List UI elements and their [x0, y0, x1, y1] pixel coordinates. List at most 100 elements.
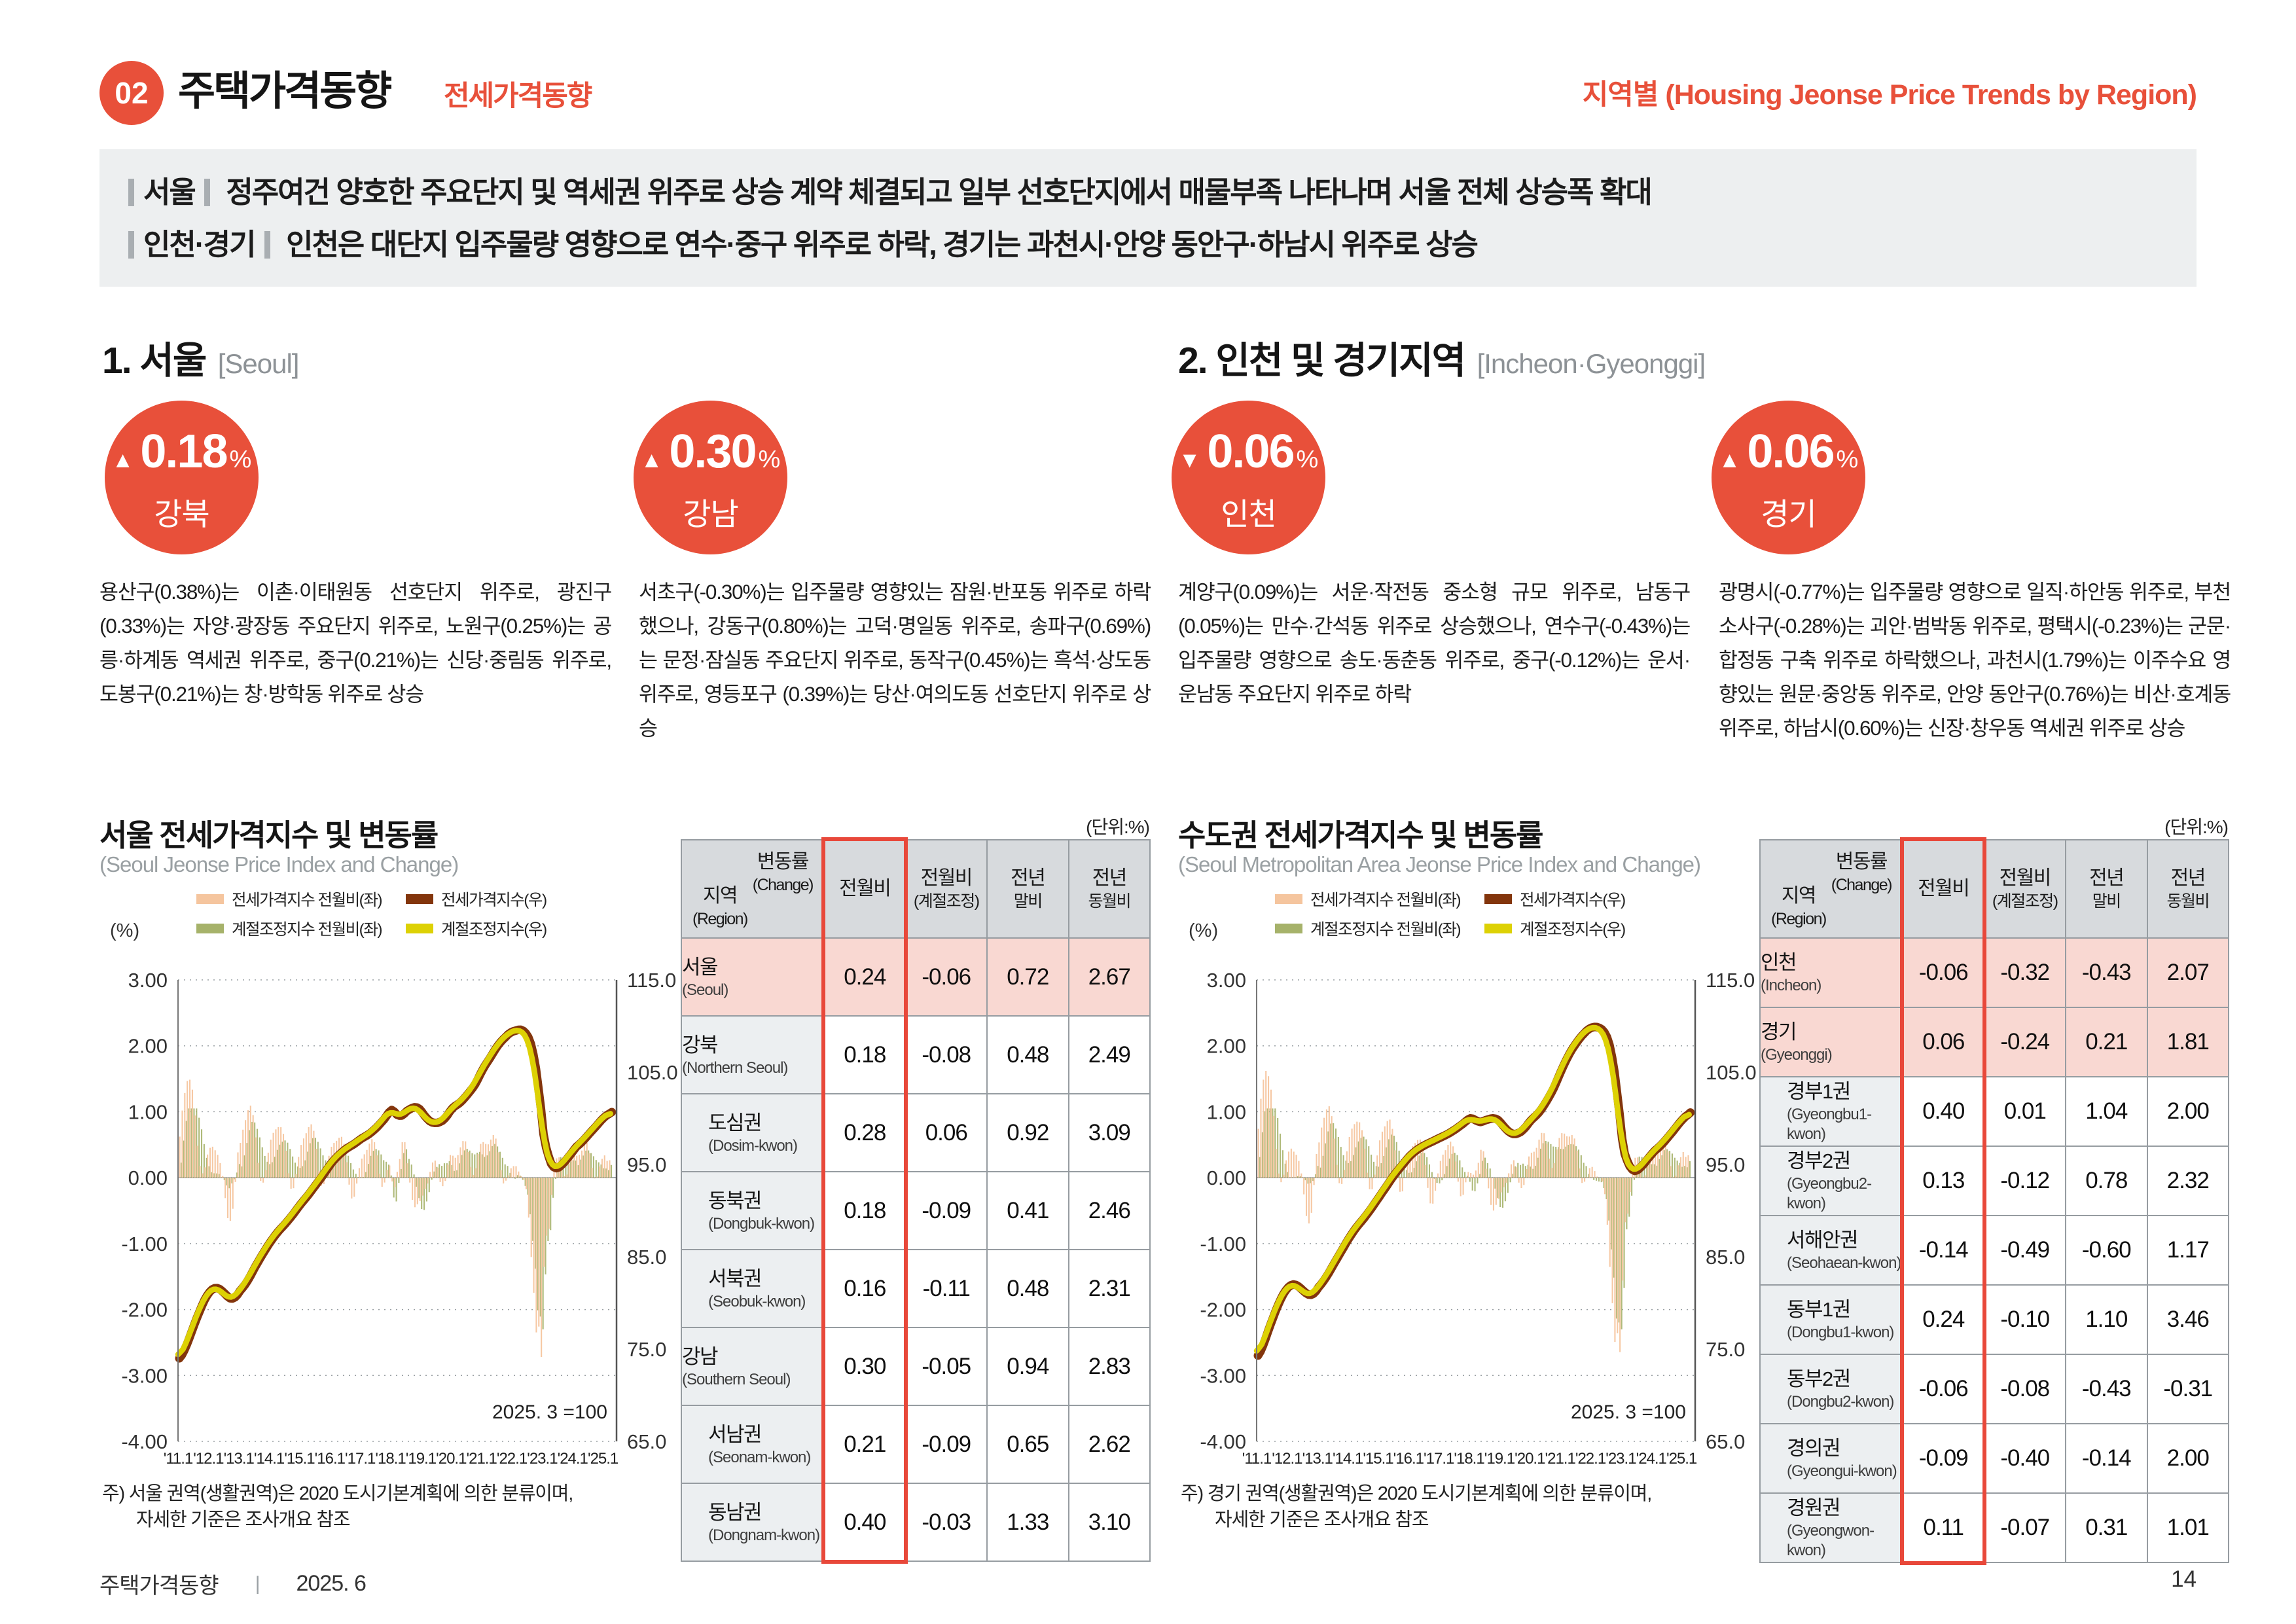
svg-text:'13.1: '13.1	[224, 1450, 255, 1468]
region-name-cell: 경기 (Gyeonggi)	[1759, 1007, 1903, 1077]
region-name-cell: 도심권 (Dosim-kwon)	[681, 1093, 825, 1172]
value-cell: 0.78	[2065, 1146, 2148, 1216]
figure-seoul-index: 서울 전세가격지수 및 변동률 (Seoul Jeonse Price Inde…	[99, 812, 1151, 1584]
table-row: 강북 (Northern Seoul) 0.18 -0.08 0.48 2.49	[681, 1015, 1151, 1094]
region-name-cell: 인천 (Incheon)	[1759, 937, 1903, 1008]
change-badge-gangnam: ▲ 0.30% 강남	[634, 401, 787, 554]
value-cell: -0.12	[1983, 1146, 2066, 1216]
value-cell: 0.72	[986, 937, 1069, 1017]
svg-text:105.0: 105.0	[627, 1061, 678, 1084]
svg-text:'22.1: '22.1	[497, 1450, 528, 1468]
percent-unit: %	[1296, 446, 1319, 473]
table-row: 경부2권 (Gyeongbu2-kwon) 0.13 -0.12 0.78 2.32	[1759, 1146, 2229, 1216]
value-cell: -0.24	[1983, 1007, 2066, 1077]
up-arrow-icon: ▲	[111, 448, 134, 473]
svg-text:'22.1: '22.1	[1575, 1450, 1606, 1468]
region-name-cell: 서해안권 (Seohaean-kwon)	[1759, 1215, 1903, 1286]
value-cell: 0.21	[2065, 1007, 2148, 1077]
up-arrow-icon: ▲	[1718, 448, 1741, 473]
index-change-table-wrap: 변동률 (Change) 지역 (Region) 전월비 전월비 (계절조정) 전년 말비 전년 동…	[681, 837, 1151, 1564]
value-cell: -0.49	[1983, 1215, 2066, 1286]
svg-text:-1.00: -1.00	[1200, 1233, 1246, 1255]
value-cell: 0.48	[986, 1249, 1069, 1328]
region-name-cell: 동부2권 (Dongbu2-kwon)	[1759, 1354, 1903, 1424]
index-change-table-wrap: 변동률 (Change) 지역 (Region) 전월비 전월비 (계절조정) 전년 말비 전년 동…	[1759, 837, 2229, 1565]
footnote-line: 주) 경기 권역(생활권역)은 2020 도시기본계획에 의한 분류이며,	[1181, 1483, 1652, 1504]
section-title-incheon-gyeonggi: 2. 인천 및 경기지역 [Incheon·Gyeonggi]	[1178, 331, 1706, 384]
summary-label: 서울	[143, 175, 196, 209]
svg-text:'13.1: '13.1	[1302, 1450, 1333, 1468]
value-cell: 0.01	[1983, 1076, 2066, 1147]
section-title-ko: 1. 서울	[102, 340, 207, 382]
footnote-line: 주) 서울 권역(생활권역)은 2020 도시기본계획에 의한 분류이며,	[102, 1483, 573, 1504]
svg-text:'21.1: '21.1	[467, 1450, 497, 1468]
region-name-cell: 강남 (Southern Seoul)	[681, 1327, 825, 1406]
svg-text:2.00: 2.00	[128, 1035, 168, 1058]
svg-text:85.0: 85.0	[627, 1246, 666, 1269]
figure-title: 서울 전세가격지수 및 변동률	[99, 818, 439, 852]
svg-text:-2.00: -2.00	[1200, 1299, 1246, 1322]
svg-text:3.00: 3.00	[128, 969, 168, 992]
table-row: 동부2권 (Dongbu2-kwon) -0.06 -0.08 -0.43 -0.31	[1759, 1354, 2229, 1424]
legend-item: 계절조정지수 전월비(좌)	[196, 917, 406, 940]
value-cell: 3.46	[2146, 1284, 2229, 1355]
svg-text:1.00: 1.00	[1207, 1100, 1246, 1123]
value-cell: -0.60	[2065, 1215, 2148, 1286]
svg-text:'12.1: '12.1	[193, 1450, 224, 1468]
svg-text:'21.1: '21.1	[1545, 1450, 1576, 1468]
svg-text:'16.1: '16.1	[315, 1450, 346, 1468]
region-name-cell: 동북권 (Dongbuk-kwon)	[681, 1171, 825, 1250]
table-row: 도심권 (Dosim-kwon) 0.28 0.06 0.92 3.09	[681, 1093, 1151, 1172]
region-label: 인천	[1221, 497, 1276, 532]
legend-item: 전세가격지수 전월비(좌)	[196, 888, 406, 911]
svg-text:65.0: 65.0	[627, 1430, 666, 1453]
table-row: 강남 (Southern Seoul) 0.30 -0.05 0.94 2.83	[681, 1327, 1151, 1406]
svg-text:115.0: 115.0	[1706, 969, 1755, 992]
index-change-table: 변동률 (Change) 지역 (Region) 전월비 전월비 (계절조정) 전년 말비 전년 동…	[681, 839, 1151, 1562]
region-name-cell: 서북권 (Seobuk-kwon)	[681, 1249, 825, 1328]
value-cell: 2.31	[1067, 1249, 1151, 1328]
value-cell: -0.06	[1902, 1354, 1985, 1424]
svg-text:'15.1: '15.1	[284, 1450, 315, 1468]
region-name-cell: 경의권 (Gyeongui-kwon)	[1759, 1423, 1903, 1494]
chart-legend: 전세가격지수 전월비(좌) 전세가격지수(우) 계절조정지수 전월비(좌) 계절조정지…	[1275, 888, 1772, 940]
value-cell: 1.10	[2065, 1284, 2148, 1355]
value-cell: -0.14	[2065, 1423, 2148, 1494]
percent-unit: %	[1836, 446, 1859, 473]
legend-swatch-icon	[406, 894, 433, 904]
svg-text:'24.1: '24.1	[1636, 1450, 1667, 1468]
value-cell: 0.41	[986, 1171, 1069, 1250]
legend-label: 계절조정지수(우)	[1520, 921, 1626, 939]
value-cell: 0.28	[823, 1093, 906, 1172]
legend-label: 전세가격지수(우)	[1520, 892, 1626, 909]
change-badge-gyeonggi: ▲ 0.06% 경기	[1712, 401, 1865, 554]
region-name-cell: 경원권 (Gyeongwon-kwon)	[1759, 1492, 1903, 1563]
table-row: 서해안권 (Seohaean-kwon) -0.14 -0.49 -0.60 1.17	[1759, 1215, 2229, 1286]
region-label: 강남	[683, 497, 738, 532]
table-column-header: 전월비	[1902, 839, 1985, 939]
summary-text: 인천은 대단지 입주물량 영향으로 연수·중구 위주로 하락, 경기는 과천시·…	[286, 228, 1479, 261]
divider-bar-icon	[128, 231, 134, 259]
value-cell: -0.08	[1983, 1354, 2066, 1424]
svg-text:-1.00: -1.00	[121, 1233, 168, 1255]
table-row: 동부1권 (Dongbu1-kwon) 0.24 -0.10 1.10 3.46	[1759, 1284, 2229, 1355]
value-cell: 0.06	[1902, 1007, 1985, 1077]
value-cell: 2.32	[2146, 1146, 2229, 1216]
value-cell: 1.01	[2146, 1492, 2229, 1563]
value-cell: -0.07	[1983, 1492, 2066, 1563]
region-name-cell: 서울 (Seoul)	[681, 937, 825, 1017]
value-cell: 0.21	[823, 1405, 906, 1484]
section-title-seoul: 1. 서울 [Seoul]	[102, 331, 299, 384]
table-row: 경의권 (Gyeongui-kwon) -0.09 -0.40 -0.14 2.00	[1759, 1423, 2229, 1494]
legend-swatch-icon	[406, 924, 433, 933]
value-cell: -0.31	[2146, 1354, 2229, 1424]
value-cell: 0.24	[823, 937, 906, 1017]
table-column-header: 전월비 (계절조정)	[905, 839, 988, 939]
svg-text:'18.1: '18.1	[1454, 1450, 1484, 1468]
summary-box: 서울 정주여건 양호한 주요단지 및 역세권 위주로 상승 계약 체결되고 일부…	[99, 149, 2197, 287]
legend-swatch-icon	[196, 924, 224, 933]
region-name-cell: 경부2권 (Gyeongbu2-kwon)	[1759, 1146, 1903, 1216]
value-cell: -0.43	[2065, 1354, 2148, 1424]
value-cell: 0.31	[2065, 1492, 2148, 1563]
